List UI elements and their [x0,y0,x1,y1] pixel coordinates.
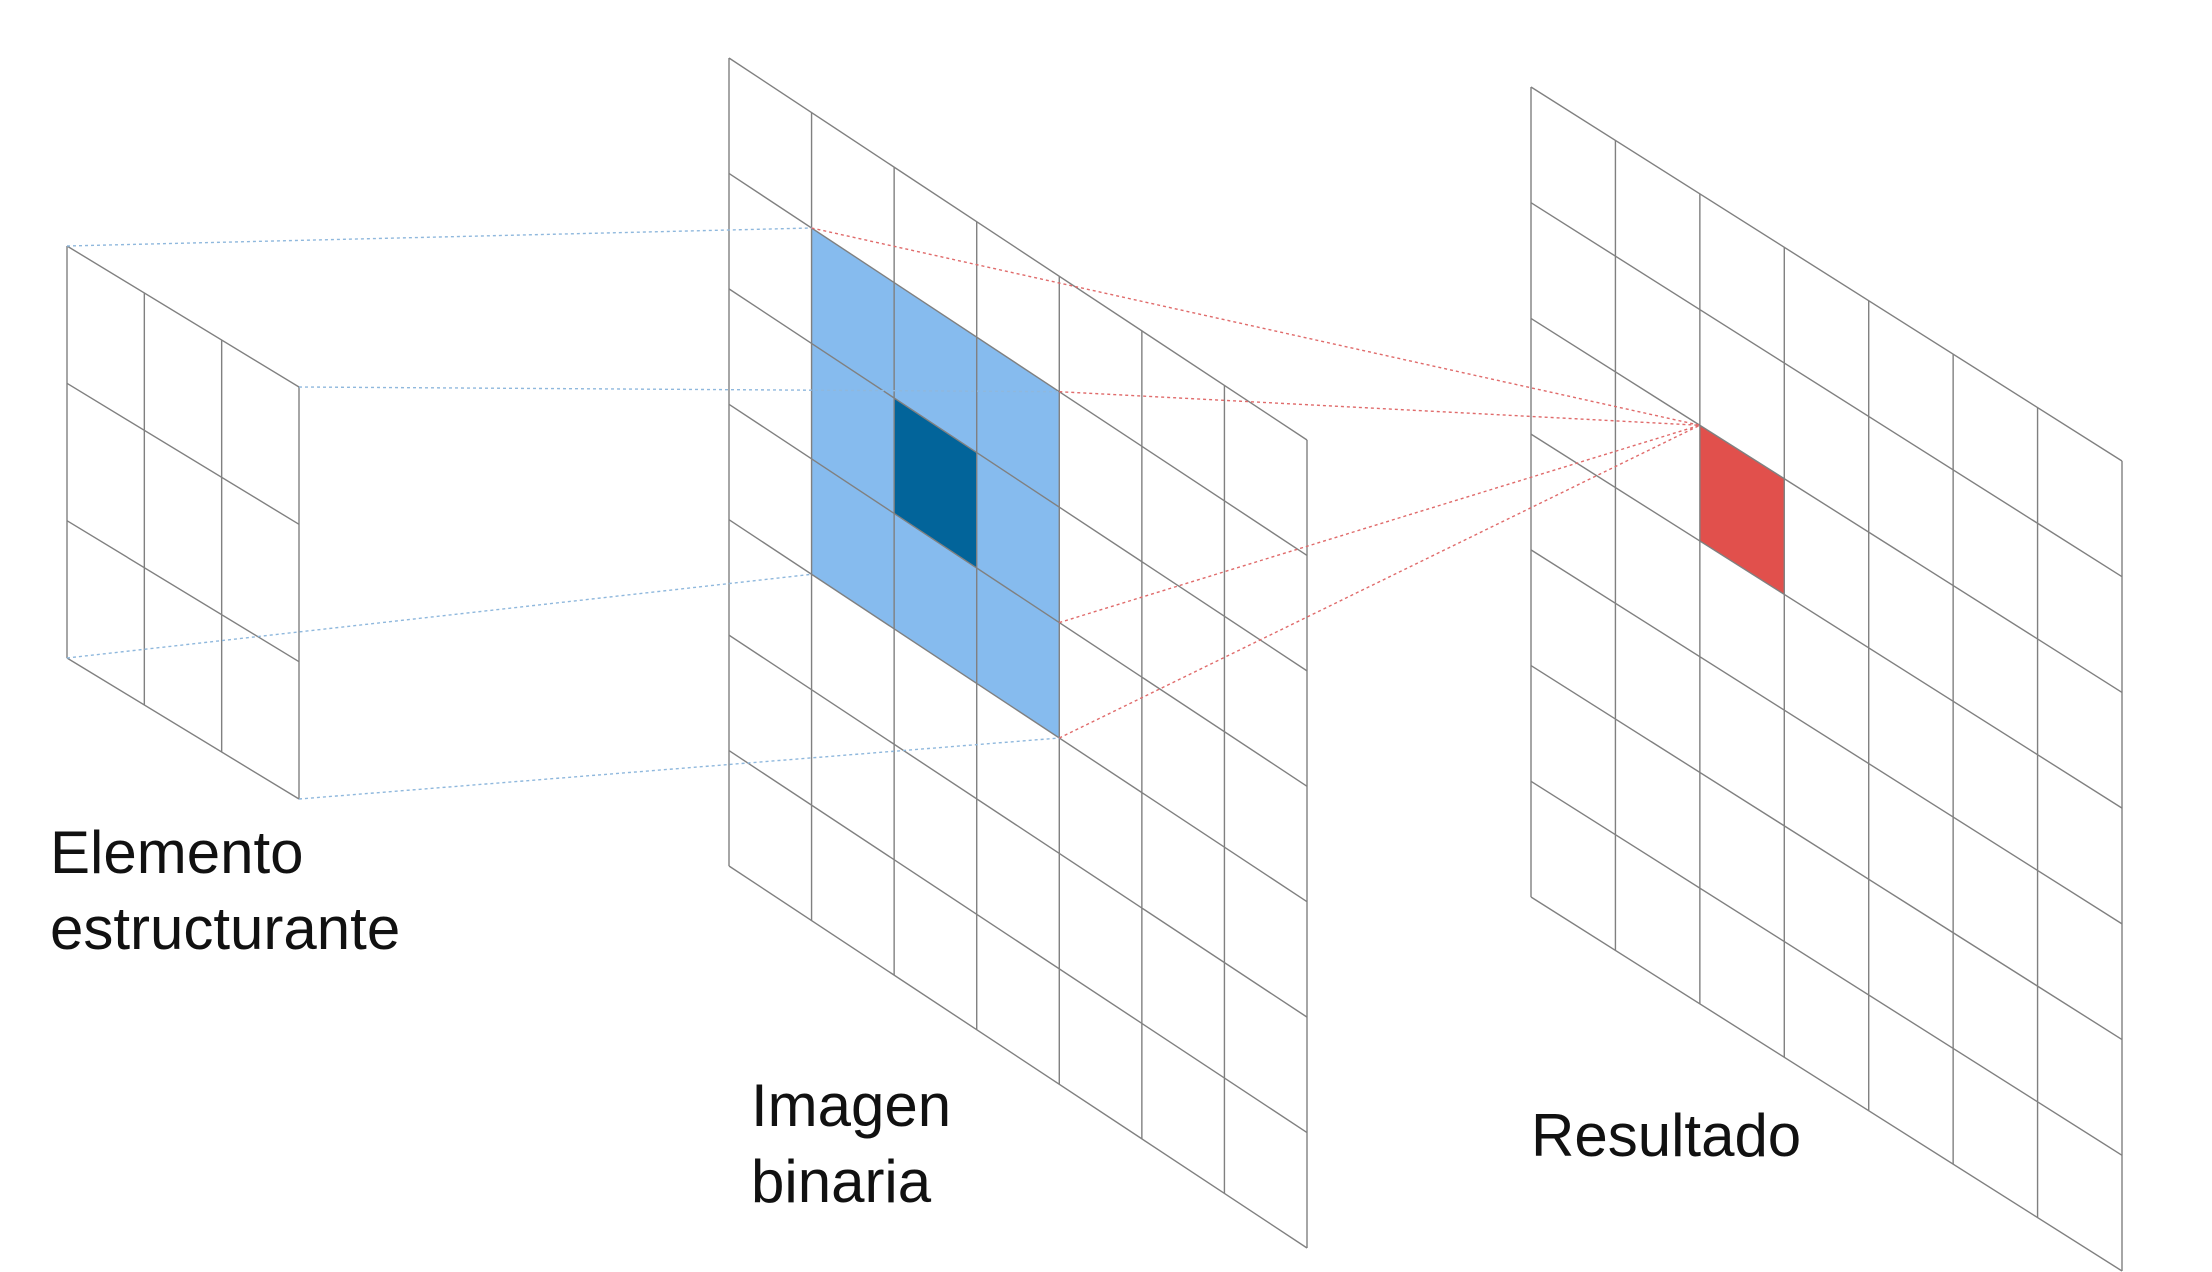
res-grid-hline [1530,896,2123,1272]
structuring-element-label: Elemento estructurante [50,815,400,967]
result-pixel [1699,425,1785,595]
projection-line-blue [298,737,1060,800]
projection-line-red [1058,424,1701,739]
projection-line-red [811,227,1701,426]
result-grid [1530,86,2123,1272]
res-grid-hline [1530,86,2123,462]
ib-grid-hline [728,634,1308,1018]
projection-line-red [1059,424,1701,624]
structuring-element-label-line-2: estructurante [50,895,401,962]
projection-line-blue [66,573,812,659]
structuring-element-grid [66,245,300,800]
res-grid-hline [1530,317,2123,694]
result-label: Resultado [1531,1098,1801,1174]
projection-line-blue [298,386,1060,393]
res-grid-hline [1530,780,2123,1156]
ib-grid-hline [728,172,1308,557]
binary-image-label-line-1: Imagen [751,1072,952,1139]
se-grid-hline [66,520,300,663]
res-grid-hline [1530,202,2123,578]
ib-grid-hline [728,749,1308,1134]
projection-line-blue [66,227,812,247]
res-grid-hline [1530,433,2123,809]
result-label-line-1: Resultado [1531,1102,1802,1169]
se-grid-hline [66,245,300,388]
ib-grid-hline [728,288,1308,672]
structuring-element-label-line-1: Elemento [50,819,304,886]
binary-image-label-line-2: binaria [751,1148,932,1215]
highlight-layer [811,228,1785,738]
ib-grid-hline [728,519,1308,903]
projection-line-red [1059,391,1700,426]
projection-guides [66,227,1701,800]
se-grid-hline [66,657,300,800]
ib-grid-hline [728,865,1308,1249]
ib-grid-hline [728,403,1308,787]
res-grid-hline [1530,549,2123,925]
binary-image-grid [728,57,1308,1249]
se-grid-hline [66,382,300,525]
center-pixel [894,398,977,568]
res-grid-hline [1530,664,2123,1041]
binary-image-label: Imagen binaria [751,1068,951,1220]
ib-grid-hline [728,57,1308,441]
